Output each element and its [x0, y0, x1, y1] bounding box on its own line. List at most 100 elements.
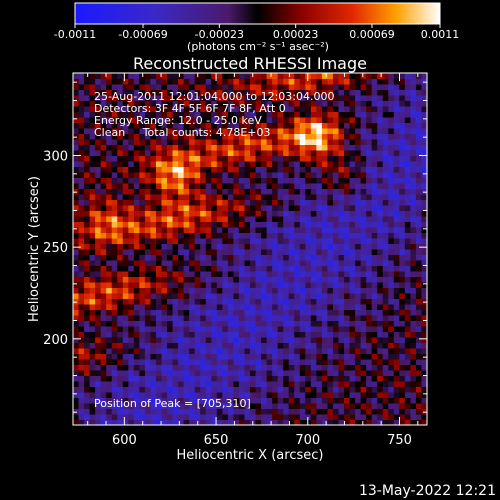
heatmap-cell	[382, 216, 389, 222]
heatmap-cell	[288, 238, 295, 244]
heatmap-cell	[272, 342, 279, 349]
heatmap-cell	[222, 309, 229, 316]
chart-title: Reconstructed RHESSI Image	[133, 54, 367, 73]
heatmap-cell	[183, 392, 190, 398]
heatmap-cell	[377, 100, 384, 107]
heatmap-cell	[106, 287, 113, 294]
heatmap-cell	[382, 161, 389, 167]
heatmap-cell	[222, 232, 229, 239]
heatmap-cell	[161, 238, 168, 244]
heatmap-cell	[73, 309, 80, 316]
heatmap-cell	[172, 150, 179, 156]
heatmap-cell	[78, 216, 85, 222]
heatmap-cell	[78, 78, 85, 85]
heatmap-cell	[178, 221, 185, 228]
heatmap-cell	[117, 370, 124, 376]
heatmap-cell	[161, 210, 168, 217]
heatmap-cell	[155, 287, 162, 294]
heatmap-cell	[161, 216, 168, 222]
heatmap-cell	[117, 320, 124, 327]
heatmap-cell	[172, 331, 179, 338]
heatmap-cell	[316, 315, 323, 321]
heatmap-cell	[321, 320, 328, 327]
heatmap-cell	[227, 287, 234, 294]
heatmap-cell	[410, 100, 417, 107]
heatmap-cell	[73, 199, 80, 206]
heatmap-cell	[150, 210, 157, 217]
heatmap-cell	[78, 177, 85, 184]
heatmap-cell	[338, 254, 345, 261]
heatmap-cell	[189, 166, 196, 173]
heatmap-cell	[167, 315, 174, 321]
heatmap-cell	[133, 271, 140, 277]
heatmap-cell	[73, 150, 80, 156]
heatmap-cell	[244, 265, 251, 272]
heatmap-cell	[194, 282, 201, 288]
heatmap-cell	[344, 106, 351, 112]
heatmap-cell	[200, 188, 207, 195]
heatmap-cell	[167, 95, 174, 101]
y-tick-label: 200	[43, 333, 68, 348]
heatmap-cell	[250, 144, 257, 151]
heatmap-cell	[305, 254, 312, 261]
heatmap-cell	[106, 183, 113, 189]
heatmap-cell	[272, 403, 279, 409]
heatmap-cell	[161, 392, 168, 398]
heatmap-cell	[366, 95, 373, 101]
heatmap-cell	[128, 133, 135, 140]
heatmap-cell	[327, 111, 334, 118]
heatmap-cell	[299, 419, 306, 425]
heatmap-cell	[277, 348, 284, 354]
heatmap-cell	[244, 144, 251, 151]
heatmap-cell	[310, 73, 317, 79]
heatmap-cell	[261, 216, 268, 222]
heatmap-cell	[167, 205, 174, 211]
heatmap-cell	[371, 161, 378, 167]
heatmap-cell	[421, 408, 427, 415]
heatmap-cell	[84, 276, 91, 283]
heatmap-cell	[106, 172, 113, 178]
heatmap-cell	[360, 111, 367, 118]
heatmap-cell	[178, 386, 185, 393]
heatmap-cell	[211, 73, 218, 79]
heatmap-cell	[338, 282, 345, 288]
heatmap-cell	[327, 238, 334, 244]
heatmap-cell	[299, 78, 306, 85]
heatmap-cell	[316, 375, 323, 382]
colorbar-unit-label: (photons cm⁻² s⁻¹ asec⁻²)	[187, 40, 329, 53]
heatmap-cell	[78, 348, 85, 354]
heatmap-cell	[150, 392, 157, 398]
heatmap-cell	[415, 227, 422, 233]
heatmap-cell	[95, 100, 102, 107]
heatmap-cell	[393, 166, 400, 173]
heatmap-cell	[139, 304, 146, 310]
heatmap-cell	[178, 205, 185, 211]
heatmap-cell	[344, 337, 351, 343]
heatmap-cell	[222, 128, 229, 134]
heatmap-cell	[316, 210, 323, 217]
heatmap-cell	[272, 117, 279, 123]
heatmap-cell	[84, 188, 91, 195]
heatmap-cell	[84, 298, 91, 305]
heatmap-cell	[327, 227, 334, 233]
heatmap-cell	[222, 348, 229, 354]
heatmap-cell	[415, 216, 422, 222]
heatmap-cell	[161, 232, 168, 239]
heatmap-cell	[316, 359, 323, 365]
heatmap-cell	[144, 89, 151, 96]
heatmap-cell	[305, 100, 312, 107]
heatmap-cell	[189, 419, 196, 425]
heatmap-cell	[338, 408, 345, 415]
heatmap-cell	[349, 161, 356, 167]
heatmap-cell	[238, 370, 245, 376]
heatmap-cell	[382, 188, 389, 195]
heatmap-cell	[410, 205, 417, 211]
heatmap-cell	[344, 353, 351, 360]
heatmap-cell	[89, 232, 96, 239]
heatmap-cell	[344, 238, 351, 244]
heatmap-cell	[344, 359, 351, 365]
heatmap-cell	[299, 183, 306, 189]
heatmap-cell	[205, 381, 212, 387]
heatmap-cell	[189, 89, 196, 96]
heatmap-cell	[283, 276, 290, 283]
